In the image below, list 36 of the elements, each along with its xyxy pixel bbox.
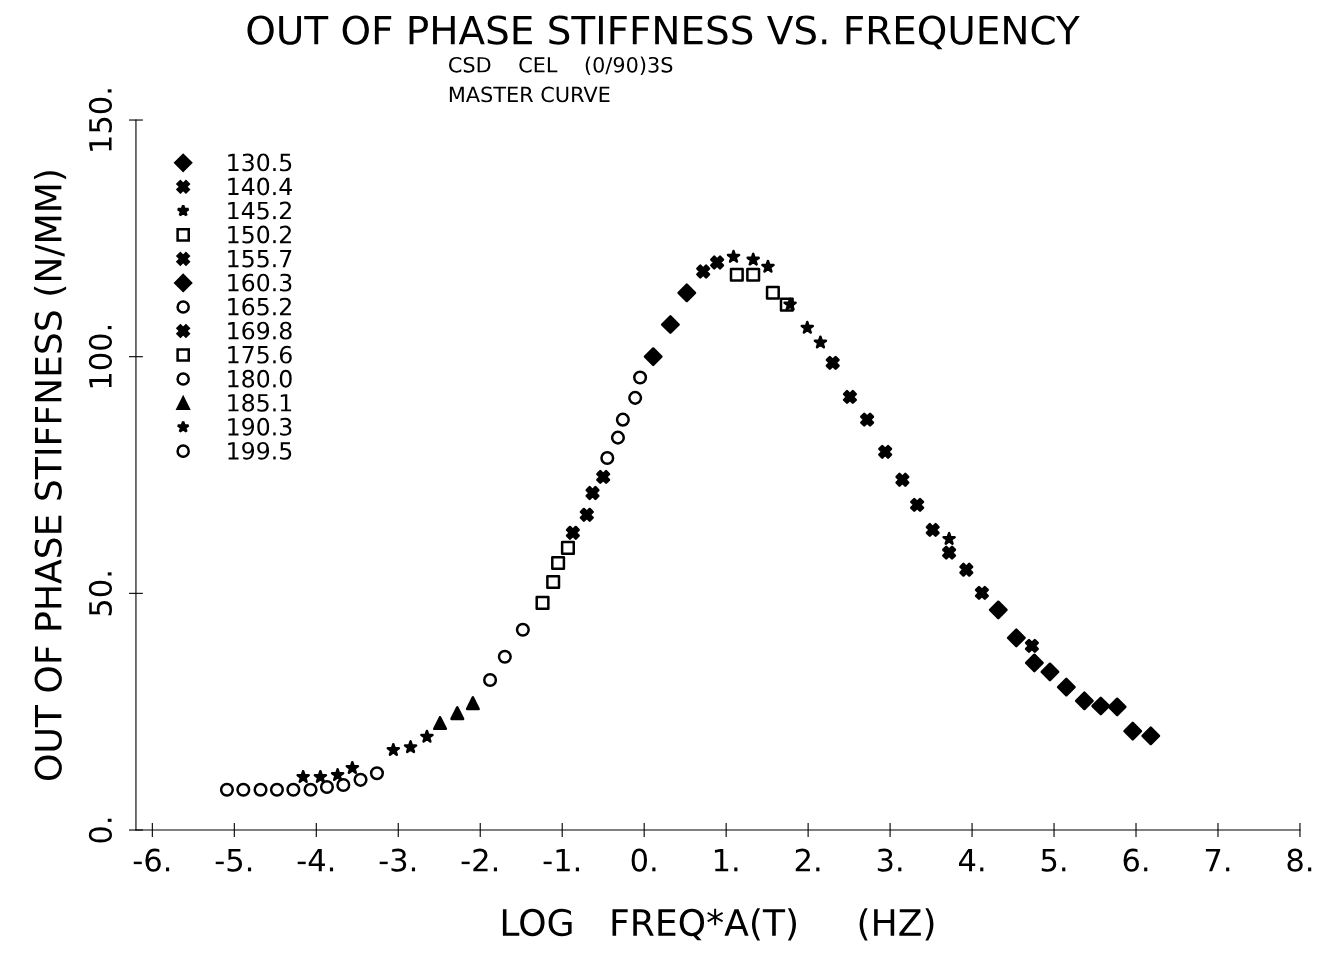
y-tick-label: 0.	[88, 818, 112, 843]
x-tick-label: -5.	[215, 849, 252, 872]
legend-label: 165.2	[228, 297, 291, 316]
legend-label: 169.8	[228, 321, 292, 340]
x-tick-label: -6.	[133, 848, 170, 872]
x-tick-label: 0.	[631, 848, 656, 872]
x-tick-label: -1.	[543, 849, 579, 872]
chart-subtitle: CSD CEL (0/90)3S MASTER CURVE	[449, 56, 673, 103]
x-tick-label: 6.	[1123, 848, 1148, 872]
legend-label: 150.2	[228, 225, 291, 244]
chart-title: OUT OF PHASE STIFFNESS VS. FREQUENCY	[247, 15, 1080, 50]
y-tick-label: 100.	[88, 325, 112, 388]
y-tick-label: 50.	[88, 572, 112, 616]
legend-label: 185.1	[228, 393, 292, 412]
x-tick-label: -4.	[297, 849, 334, 872]
y-tick-label: 150.	[88, 89, 112, 151]
x-tick-label: -2.	[461, 848, 498, 872]
legend-label: 140.4	[228, 177, 292, 196]
x-tick-label: 1.	[714, 849, 738, 872]
legend-label: 190.3	[228, 417, 292, 436]
x-tick-label: 2.	[795, 848, 820, 872]
x-axis-title: LOG FREQ*A(T) (HZ)	[502, 908, 934, 941]
legend-label: 199.5	[228, 441, 292, 460]
x-tick-label: 8.	[1287, 848, 1312, 872]
legend-label: 180.0	[228, 369, 292, 388]
x-tick-label: -3.	[379, 848, 416, 872]
x-tick-label: 3.	[877, 848, 902, 872]
y-axis-title: OUT OF PHASE STIFFNESS (N/MM)	[33, 171, 67, 780]
x-tick-label: 7.	[1205, 849, 1230, 872]
x-tick-label: 5.	[1041, 849, 1066, 872]
legend-label: 155.7	[228, 249, 292, 268]
legend-label: 160.3	[228, 273, 292, 292]
legend-label: 175.6	[228, 345, 292, 364]
x-tick-label: 4.	[958, 849, 984, 872]
legend-label: 145.2	[228, 201, 291, 220]
legend-label: 130.5	[228, 153, 292, 172]
